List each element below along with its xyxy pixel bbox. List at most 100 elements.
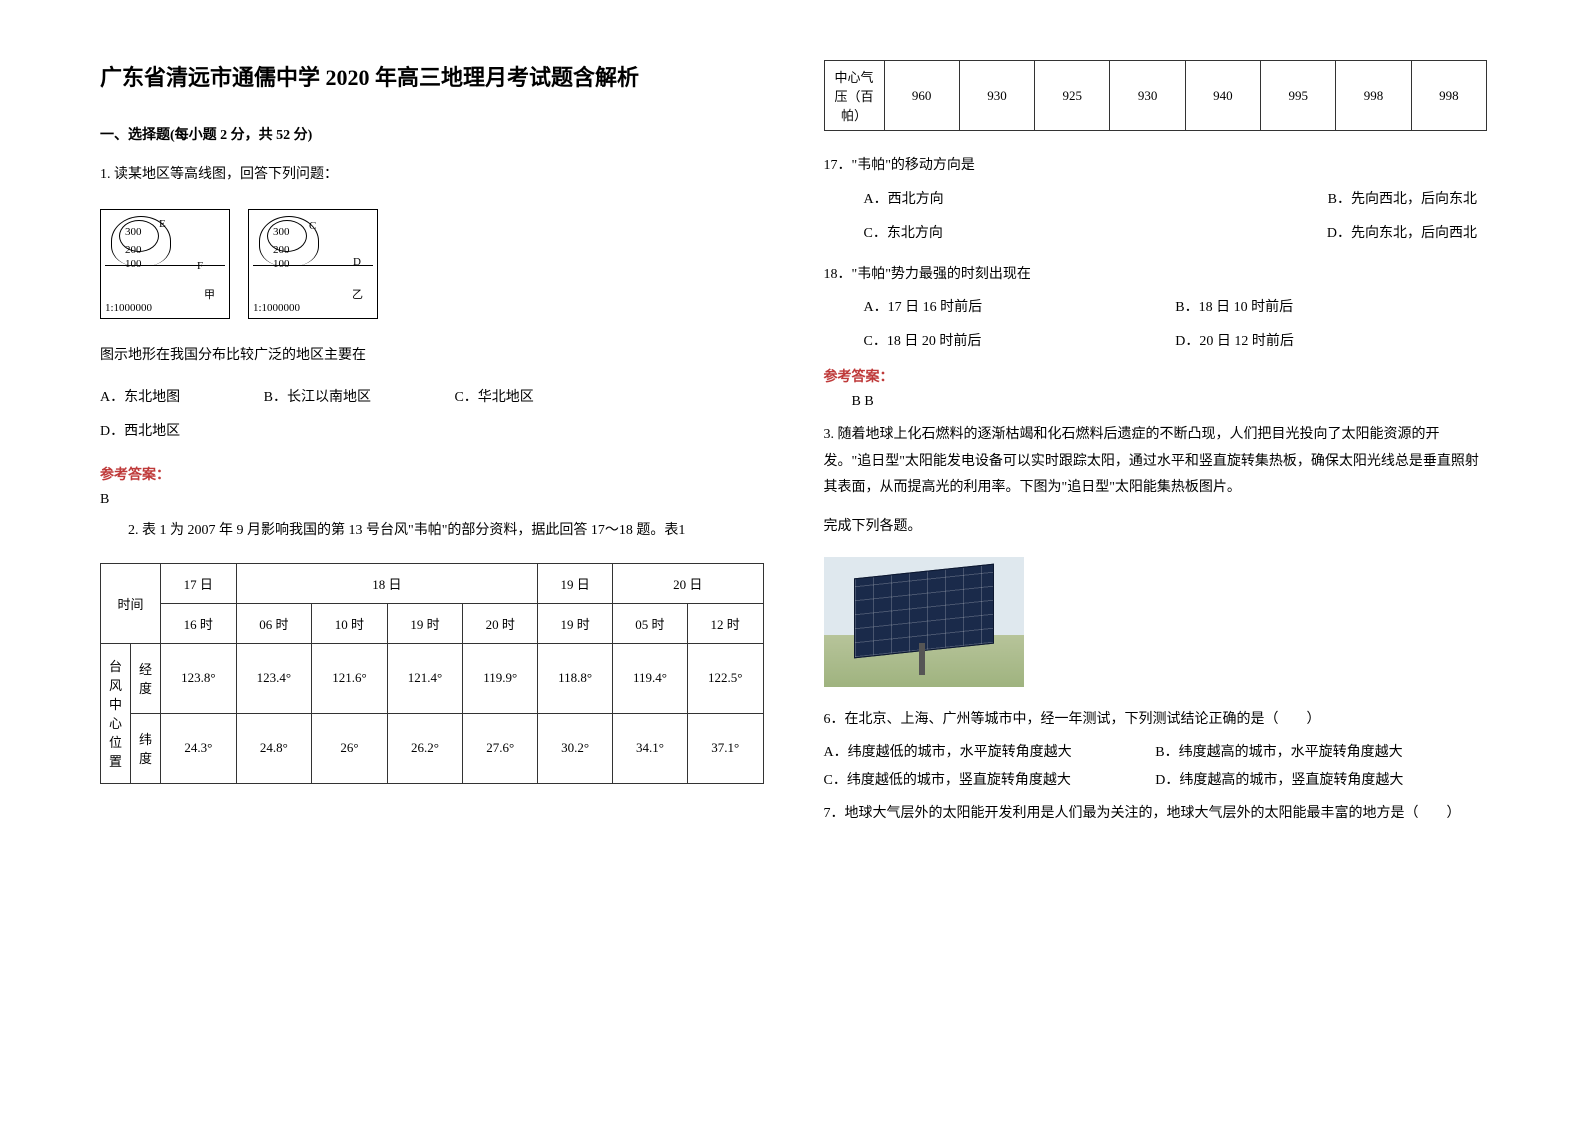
choice-d: D．先向东北，后向西北	[1327, 220, 1477, 248]
cell: 122.5°	[687, 643, 763, 713]
th-hour: 06 时	[236, 603, 312, 643]
right-column: 中心气压（百帕） 960 930 925 930 940 995 998 998…	[824, 60, 1488, 1062]
cell: 37.1°	[687, 713, 763, 783]
choice-a: A．西北方向	[864, 186, 944, 214]
contour-label: 200	[125, 244, 142, 256]
choice-b: B．先向西北，后向东北	[1328, 186, 1477, 214]
q18-stem: 18．"韦帕"势力最强的时刻出现在	[824, 262, 1488, 289]
th-hour: 05 时	[613, 603, 688, 643]
q1-choices: A．东北地图 B．长江以南地区 C．华北地区 D．西北地区	[100, 381, 764, 448]
solar-pole-icon	[919, 643, 925, 675]
answer-label: 参考答案：	[824, 366, 1488, 386]
contour-label: 100	[125, 258, 142, 270]
contour-figures: 300 200 100 E F 甲 1:1000000 300 200 100 …	[100, 209, 764, 319]
cell: 995	[1261, 61, 1336, 131]
table-row: 台风中心位置 经度 123.8° 123.4° 121.6° 121.4° 11…	[101, 643, 764, 713]
choice-c: C．纬度越低的城市，竖直旋转角度越大	[824, 767, 1156, 795]
cell: 26.2°	[387, 713, 463, 783]
cell: 24.3°	[161, 713, 237, 783]
label-e: E	[159, 218, 166, 230]
contour-label: 300	[273, 226, 290, 238]
th-day: 18 日	[236, 563, 538, 603]
choice-b: B．纬度越高的城市，水平旋转角度越大	[1155, 739, 1402, 767]
q17-stem: 17．"韦帕"的移动方向是	[824, 153, 1488, 180]
q17-choices: A．西北方向 B．先向西北，后向东北 C．东北方向 D．先向东北，后向西北	[824, 186, 1488, 248]
q6-choices: A．纬度越低的城市，水平旋转角度越大 B．纬度越高的城市，水平旋转角度越大 C．…	[824, 739, 1488, 795]
th-hour: 16 时	[161, 603, 237, 643]
th-lat: 纬度	[131, 713, 161, 783]
label-yi: 乙	[352, 286, 363, 302]
cell: 930	[1110, 61, 1185, 131]
th-pressure: 中心气压（百帕）	[824, 61, 884, 131]
typhoon-table: 时间 17 日 18 日 19 日 20 日 16 时 06 时 10 时 19…	[100, 563, 764, 784]
q2-stem: 2. 表 1 为 2007 年 9 月影响我国的第 13 号台风"韦帕"的部分资…	[100, 518, 764, 545]
th-day: 20 日	[613, 563, 764, 603]
th-hour: 12 时	[687, 603, 763, 643]
q6-stem: 6．在北京、上海、广州等城市中，经一年测试，下列测试结论正确的是（ ）	[824, 707, 1488, 734]
cell: 940	[1185, 61, 1260, 131]
choice-c: C．18 日 20 时前后	[864, 328, 1176, 356]
answer-label: 参考答案：	[100, 464, 764, 484]
cell: 118.8°	[538, 643, 613, 713]
section-heading: 一、选择题(每小题 2 分，共 52 分)	[100, 124, 764, 144]
label-f: F	[197, 260, 203, 272]
map-scale: 1:1000000	[105, 302, 152, 314]
cell: 30.2°	[538, 713, 613, 783]
table-row: 16 时 06 时 10 时 19 时 20 时 19 时 05 时 12 时	[101, 603, 764, 643]
choice-b: B．长江以南地区	[264, 381, 371, 415]
answer-1718: B B	[824, 394, 1488, 410]
label-d: D	[353, 256, 361, 268]
cell: 34.1°	[613, 713, 688, 783]
cell: 26°	[312, 713, 388, 783]
cell: 925	[1035, 61, 1110, 131]
cell: 119.9°	[463, 643, 538, 713]
pressure-table: 中心气压（百帕） 960 930 925 930 940 995 998 998	[824, 60, 1488, 131]
solar-panel-image	[824, 557, 1024, 687]
choice-a: A．17 日 16 时前后	[864, 294, 1176, 322]
q3-stem: 3. 随着地球上化石燃料的逐渐枯竭和化石燃料后遗症的不断凸现，人们把目光投向了太…	[824, 422, 1488, 502]
cell: 930	[959, 61, 1034, 131]
contour-map-yi: 300 200 100 C D 乙 1:1000000	[248, 209, 378, 319]
choice-d: D．20 日 12 时前后	[1175, 328, 1294, 356]
q18-choices: A．17 日 16 时前后 B．18 日 10 时前后 C．18 日 20 时前…	[824, 294, 1488, 356]
label-c: C	[309, 220, 316, 232]
choice-c: C．东北方向	[864, 220, 943, 248]
th-hour: 19 时	[387, 603, 463, 643]
cell: 123.8°	[161, 643, 237, 713]
th-time: 时间	[101, 563, 161, 643]
th-hour: 10 时	[312, 603, 388, 643]
th-center: 台风中心位置	[101, 643, 131, 783]
choice-d: D．西北地区	[100, 415, 180, 449]
th-hour: 20 时	[463, 603, 538, 643]
cell: 24.8°	[236, 713, 312, 783]
label-jia: 甲	[204, 286, 215, 302]
cell: 121.6°	[312, 643, 388, 713]
cell: 998	[1336, 61, 1411, 131]
cell: 123.4°	[236, 643, 312, 713]
cell: 121.4°	[387, 643, 463, 713]
th-lon: 经度	[131, 643, 161, 713]
contour-label: 100	[273, 258, 290, 270]
cell: 27.6°	[463, 713, 538, 783]
choice-b: B．18 日 10 时前后	[1175, 294, 1293, 322]
contour-label: 200	[273, 244, 290, 256]
choice-a: A．纬度越低的城市，水平旋转角度越大	[824, 739, 1156, 767]
q3-sub: 完成下列各题。	[824, 514, 1488, 541]
q1-stem: 1. 读某地区等高线图，回答下列问题：	[100, 162, 764, 189]
table-row: 中心气压（百帕） 960 930 925 930 940 995 998 998	[824, 61, 1487, 131]
contour-label: 300	[125, 226, 142, 238]
page-title: 广东省清远市通儒中学 2020 年高三地理月考试题含解析	[100, 60, 764, 92]
th-hour: 19 时	[538, 603, 613, 643]
th-day: 19 日	[538, 563, 613, 603]
th-day: 17 日	[161, 563, 237, 603]
contour-map-jia: 300 200 100 E F 甲 1:1000000	[100, 209, 230, 319]
choice-d: D．纬度越高的城市，竖直旋转角度越大	[1155, 767, 1403, 795]
q1-answer: B	[100, 492, 764, 508]
cell: 119.4°	[613, 643, 688, 713]
q7-stem: 7．地球大气层外的太阳能开发利用是人们最为关注的，地球大气层外的太阳能最丰富的地…	[824, 801, 1488, 828]
map-scale: 1:1000000	[253, 302, 300, 314]
table-row: 纬度 24.3° 24.8° 26° 26.2° 27.6° 30.2° 34.…	[101, 713, 764, 783]
choice-c: C．华北地区	[454, 381, 533, 415]
choice-a: A．东北地图	[100, 381, 180, 415]
left-column: 广东省清远市通儒中学 2020 年高三地理月考试题含解析 一、选择题(每小题 2…	[100, 60, 764, 1062]
